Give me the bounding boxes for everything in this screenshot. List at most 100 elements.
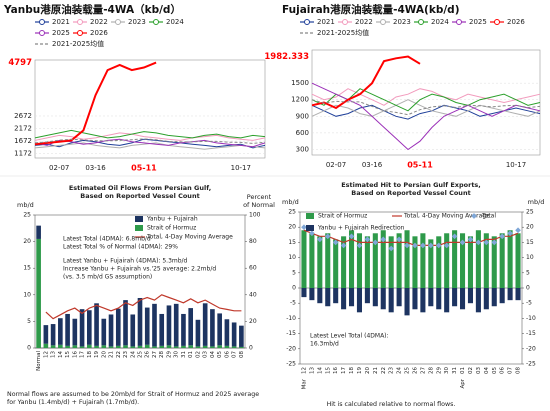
y-tick-label: 20 [23, 238, 31, 245]
x-tick-label: 03 [203, 351, 209, 358]
x-tick-label: 25 [138, 351, 144, 358]
bar [65, 345, 70, 348]
bar [101, 345, 107, 348]
legend-label: 2026 [507, 18, 525, 26]
y2-tick-label: 5 [526, 269, 530, 276]
x-tick-label: 07 [232, 351, 238, 358]
scatter-point [443, 242, 450, 249]
bar [436, 288, 442, 310]
legend-label: 2024 [166, 18, 184, 26]
bar [108, 314, 114, 347]
bar [239, 346, 244, 348]
series-line [34, 61, 157, 146]
x-tick-label: 01 [188, 351, 194, 358]
bar [356, 233, 363, 288]
bar [137, 345, 143, 348]
y2-tick-label: 15 [526, 239, 534, 246]
x-tick-label: 18 [87, 351, 93, 358]
x-tick-label: 07 [508, 367, 514, 374]
scatter-point [475, 239, 482, 246]
bar [115, 308, 121, 346]
bar [43, 325, 49, 344]
x-group-label: Mar [301, 378, 307, 389]
legend-marker [39, 30, 45, 36]
x-tick-label: 03 [476, 367, 482, 374]
y-tick-label: 20 [288, 224, 296, 231]
scatter-point [499, 233, 506, 240]
legend-marker [77, 19, 83, 25]
x-tick-label: 27 [420, 367, 426, 374]
bar [325, 288, 331, 307]
bar [428, 239, 434, 288]
bar [224, 319, 230, 346]
x-tick-label: 22 [381, 367, 387, 374]
bar [123, 345, 128, 348]
y-tick-label: 2672 [14, 112, 32, 120]
annotation: Latest Level Total (4DMA): [310, 333, 389, 340]
scatter-point [340, 242, 347, 249]
legend-marker [77, 30, 83, 36]
y-tick-label: 0 [292, 285, 296, 292]
bar [231, 322, 237, 347]
annotation: 1982.333 [264, 52, 309, 62]
x-tick-label: 20 [365, 367, 371, 374]
x-tick-label: 18 [349, 367, 355, 374]
bar [217, 345, 222, 348]
legend-label: Total [481, 213, 496, 220]
y-tick-label: 15 [288, 239, 296, 246]
y2-tick-label: -5 [526, 300, 532, 307]
bar [348, 230, 355, 288]
y2-tick-label: 10 [526, 254, 534, 261]
x-tick-label: 03-16 [85, 164, 106, 172]
legend-label: 2024 [431, 18, 449, 26]
legend-label: Total, 4-Day Moving Average [146, 234, 233, 241]
bar [475, 288, 481, 313]
x-tick-label: 17 [341, 367, 347, 374]
x-tick-label: 23 [123, 351, 129, 358]
x-tick-label: 15 [65, 351, 71, 358]
scatter-point [324, 233, 331, 240]
x-tick-label: 10-17 [231, 164, 251, 172]
chart-title: Based on Reported Vessel Count [80, 192, 199, 200]
bar [159, 313, 165, 346]
y-tick-label: 15 [23, 265, 31, 272]
annotation: Latest Total (4DMA): 6.8mb/d [63, 236, 151, 243]
bar [404, 230, 410, 288]
scatter-point [420, 242, 426, 249]
legend-label: 2023 [128, 18, 146, 26]
y-tick-label: 0 [27, 345, 31, 352]
bar [396, 233, 402, 288]
legend-label: 2025 [469, 18, 487, 26]
scatter-point [380, 236, 387, 243]
bar [372, 288, 378, 307]
footnote: Normal flows are assumed to be 20mb/d fo… [7, 391, 259, 398]
scatter-point [435, 242, 442, 249]
x-tick-label: 29 [166, 351, 172, 358]
bar [50, 324, 56, 346]
bar [341, 236, 347, 288]
y2-tick-label: -10 [526, 315, 536, 322]
legend-marker [494, 19, 500, 25]
y-tick-label: -20 [286, 345, 296, 352]
bar [483, 233, 489, 288]
scatter-point [364, 236, 371, 243]
y-tick-label: -25 [286, 361, 296, 368]
y2-tick-label: 25 [526, 209, 534, 216]
series-line [34, 129, 266, 139]
bar [159, 345, 165, 348]
legend-swatch [135, 216, 143, 222]
y-tick-label: 1672 [14, 137, 32, 145]
x-group-label: Apr [460, 378, 466, 388]
x-tick-label: 12 [301, 367, 307, 374]
chart-title: Estimated Hit to Persian Gulf Exports, [341, 181, 481, 189]
y-tick-label: 600 [296, 129, 309, 137]
bar [372, 233, 378, 288]
bar [507, 230, 513, 288]
bar [452, 288, 458, 307]
bar [491, 288, 497, 307]
bar [388, 288, 394, 313]
scatter-point [316, 236, 323, 243]
y2-axis-label: mb/d [528, 198, 545, 206]
bar [43, 343, 49, 348]
bar [348, 288, 355, 307]
